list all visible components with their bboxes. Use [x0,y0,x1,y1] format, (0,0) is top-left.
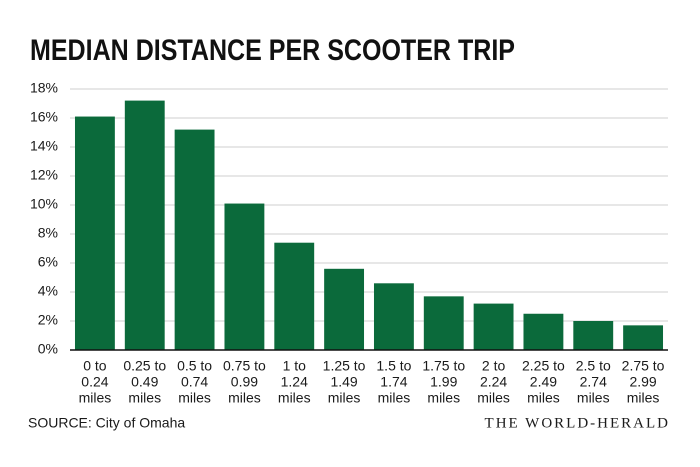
bar [274,242,315,350]
x-tick-label: miles [378,390,411,406]
x-tick-label: 2.99 [629,374,656,390]
x-tick-label: 0.25 to [123,358,166,374]
x-tick-label: 2.5 to [576,358,611,374]
y-tick-label: 18% [30,80,58,96]
bar [174,129,215,350]
y-tick-label: 10% [30,196,58,212]
x-tick-label: 1.24 [281,374,308,390]
y-tick-label: 12% [30,167,58,183]
x-tick-label: miles [627,390,660,406]
x-tick-label: miles [128,390,161,406]
bar [124,100,165,350]
y-tick-label: 16% [30,109,58,125]
x-tick-label: miles [79,390,112,406]
bar [573,321,614,350]
y-tick-label: 4% [38,283,58,299]
credit: THE WORLD-HERALD [485,415,670,431]
y-tick-label: 14% [30,138,58,154]
x-tick-label: 1.75 to [422,358,465,374]
x-tick-label: miles [427,390,460,406]
y-tick-label: 0% [38,341,58,357]
x-tick-label: miles [228,390,261,406]
x-tick-label: 1.49 [330,374,357,390]
x-tick-label: miles [178,390,211,406]
x-tick-label: 2.49 [530,374,557,390]
x-tick-label: 0 to [83,358,107,374]
x-tick-label: miles [577,390,610,406]
x-tick-label: 1.25 to [323,358,366,374]
x-tick-label: miles [278,390,311,406]
y-tick-label: 8% [38,225,58,241]
bar [373,283,414,350]
bar [623,325,664,350]
x-tick-label: 1.99 [430,374,457,390]
y-tick-label: 6% [38,254,58,270]
chart-title: MEDIAN DISTANCE PER SCOOTER TRIP [30,34,515,67]
x-tick-label: 2.74 [580,374,607,390]
x-tick-label: 2.75 to [622,358,665,374]
x-tick-label: 0.74 [181,374,208,390]
y-tick-label: 2% [38,312,58,328]
x-tick-label: 0.75 to [223,358,266,374]
x-tick-label: 1 to [283,358,307,374]
x-tick-label: 1.5 to [376,358,411,374]
x-tick-label: 1.74 [380,374,407,390]
bar [523,313,564,350]
x-tick-label: 0.24 [81,374,108,390]
x-tick-label: miles [527,390,560,406]
x-tick-label: 2 to [482,358,506,374]
x-tick-label: 2.25 to [522,358,565,374]
source: SOURCE: City of Omaha [28,415,185,431]
x-tick-label: 0.49 [131,374,158,390]
bar [423,296,464,350]
x-tick-label: 0.5 to [177,358,212,374]
bar [224,203,265,350]
x-tick-label: miles [328,390,361,406]
bar [473,303,514,350]
x-tick-label: 0.99 [231,374,258,390]
bar [74,116,115,350]
bar [324,268,365,350]
x-tick-label: miles [477,390,510,406]
x-tick-label: 2.24 [480,374,507,390]
